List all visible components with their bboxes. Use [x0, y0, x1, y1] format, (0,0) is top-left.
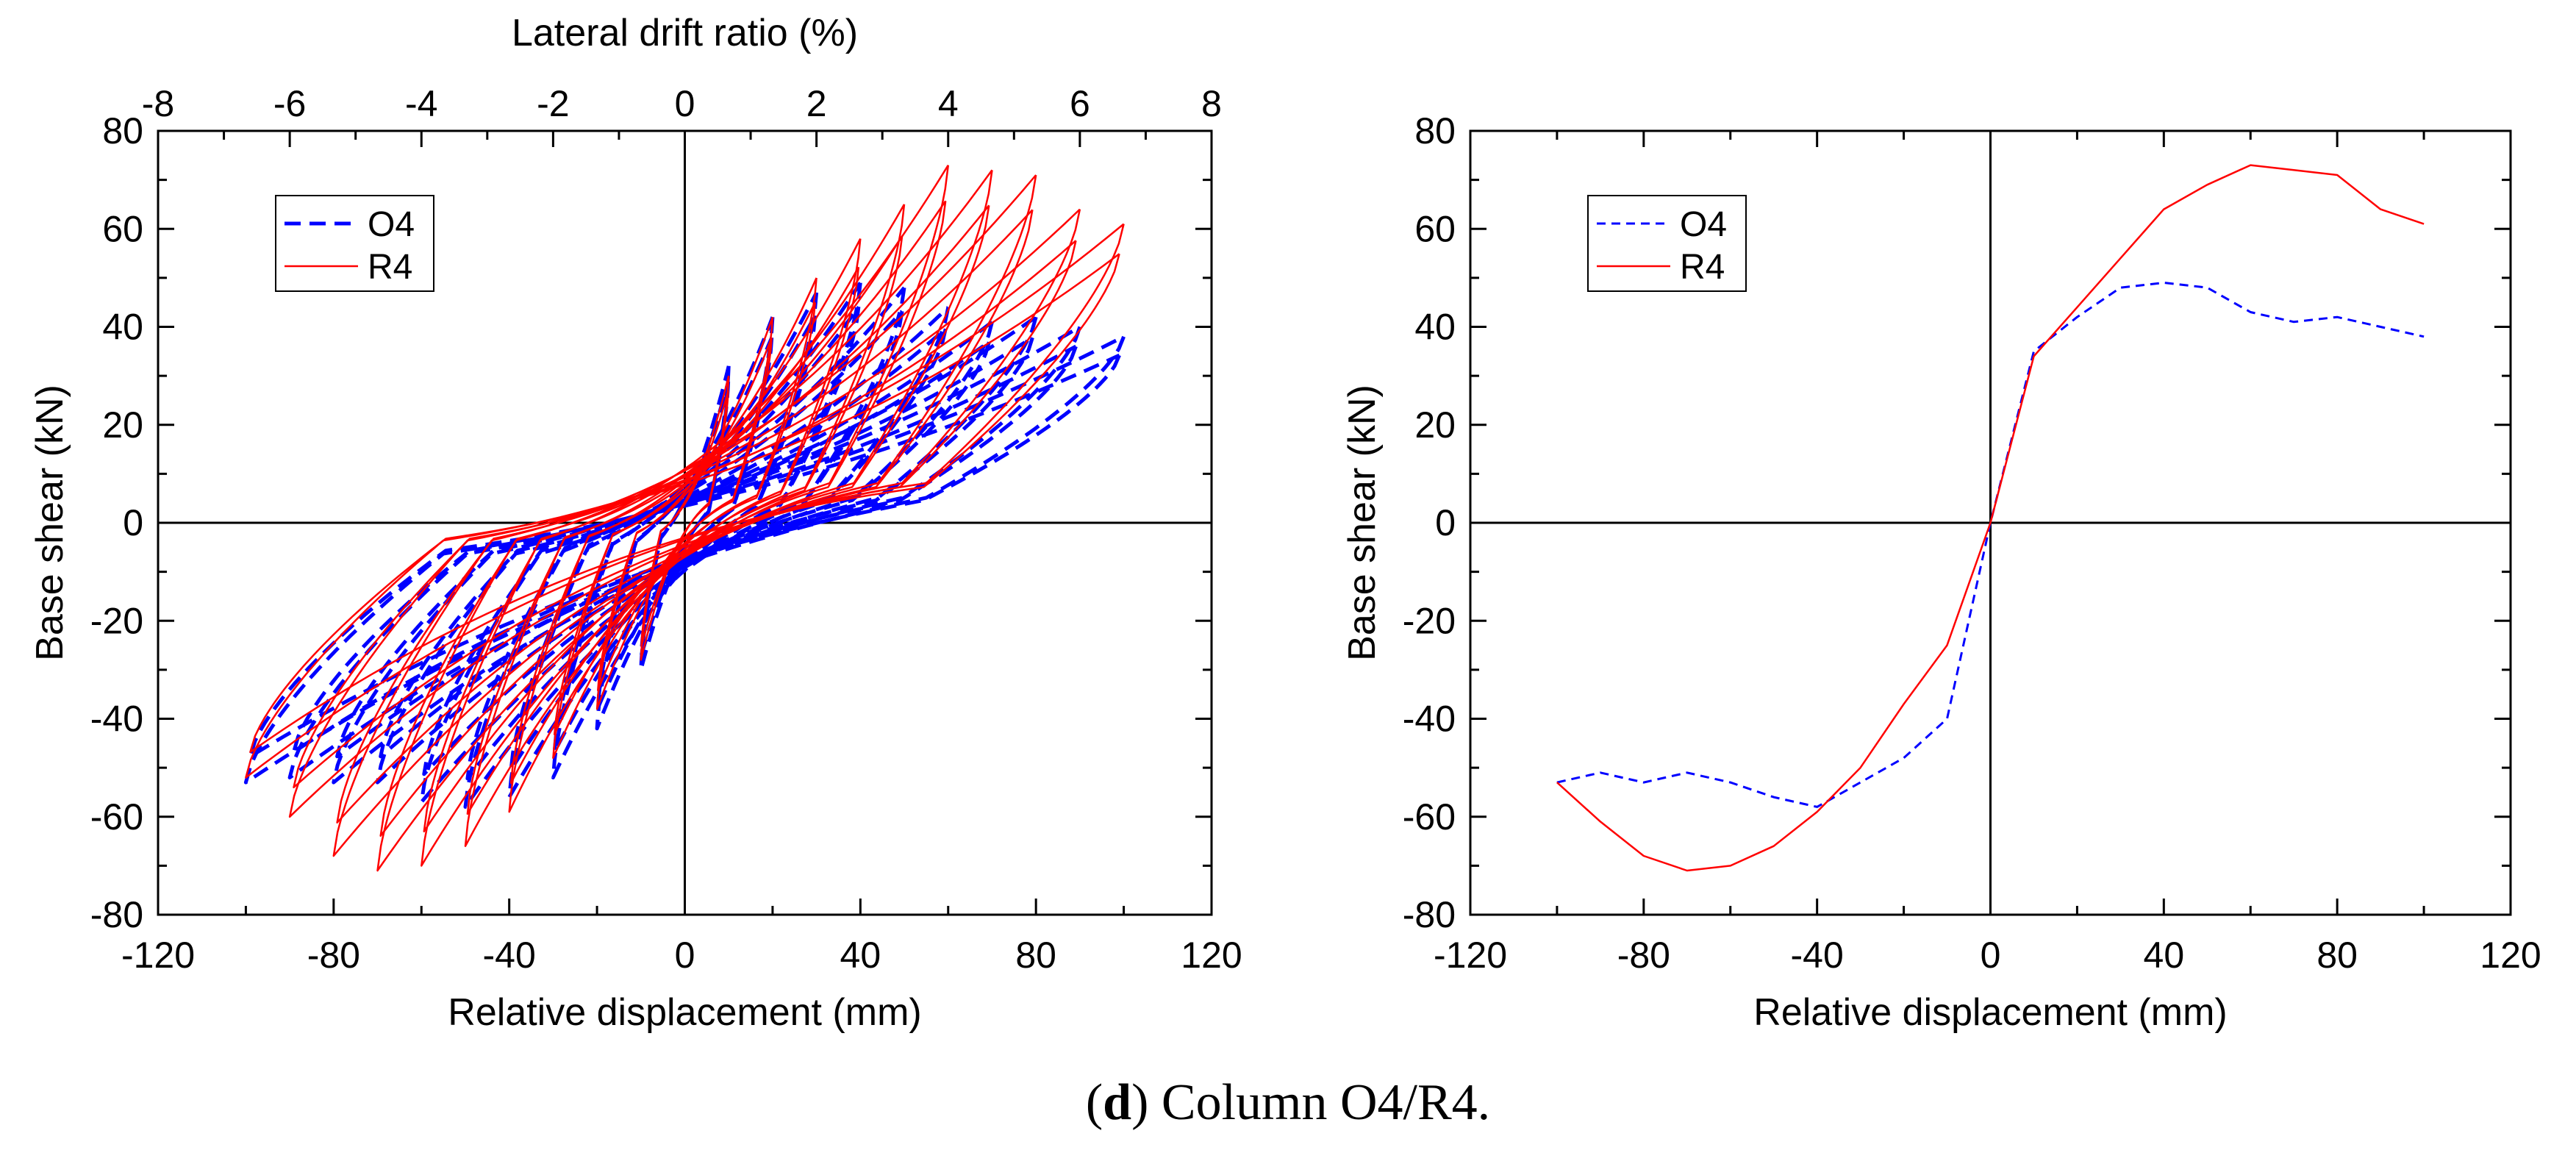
series-r4: [1556, 164, 2425, 872]
x-tick-label: -40: [483, 935, 536, 976]
hysteresis-loop: [465, 310, 904, 781]
legend-label-o4: O4: [1680, 205, 1727, 244]
y-tick-label: 0: [123, 502, 143, 543]
series-line-r4: [1556, 164, 2425, 872]
x-tick-label: -40: [1791, 935, 1844, 976]
x-tick-label: 40: [2144, 935, 2185, 976]
x-tick-label: 120: [2480, 935, 2541, 976]
x2-tick-label: 6: [1070, 83, 1090, 124]
series-r4: [245, 164, 1125, 872]
y-axis-title: Base shear (kN): [1341, 385, 1384, 661]
hysteresis-loop: [640, 390, 729, 648]
x-axis-title: Relative displacement (mm): [448, 991, 921, 1034]
hysteresis-loop: [597, 337, 773, 692]
legend-label-o4: O4: [368, 205, 415, 244]
y-tick-label: -20: [1403, 600, 1456, 641]
y-tick-label: -60: [90, 796, 143, 838]
x2-tick-label: -6: [273, 83, 306, 124]
x2-tick-label: -2: [537, 83, 569, 124]
x2-tick-label: 0: [675, 83, 695, 124]
figure-caption: (d) Column O4/R4.: [1085, 1074, 1491, 1131]
y-tick-label: 60: [102, 208, 143, 249]
chart-envelope: -120 -80 -40 0 40 80 120-80-60-40-20020406080R…: [1341, 110, 2541, 1034]
x2-tick-label: -4: [405, 83, 437, 124]
y-tick-label: -60: [1403, 796, 1456, 838]
series-line-o4: [1556, 282, 2425, 808]
series-o4: [1556, 282, 2425, 808]
x-tick-label: 0: [675, 935, 695, 976]
x2-tick-label: -8: [142, 83, 174, 124]
hysteresis-loop: [293, 240, 1077, 789]
hysteresis-loop: [379, 340, 991, 759]
y-tick-label: -40: [90, 699, 143, 740]
caption-text: ) Column O4/R4.: [1131, 1074, 1491, 1131]
x-axis-title: Relative displacement (mm): [1753, 991, 2227, 1034]
hysteresis-loop: [332, 174, 1037, 857]
x-tick-label: 80: [2316, 935, 2358, 976]
hysteresis-loop: [376, 320, 994, 785]
y-tick-label: 40: [1414, 307, 1456, 348]
caption-letter: d: [1103, 1074, 1132, 1131]
x2-axis-title: Lateral drift ratio (%): [512, 12, 858, 54]
x-tick-label: 40: [840, 935, 881, 976]
x-tick-label: 80: [1015, 935, 1056, 976]
y-tick-label: -40: [1403, 699, 1456, 740]
y-tick-label: 60: [1414, 208, 1456, 249]
hysteresis-loop: [553, 301, 817, 736]
y-tick-label: -20: [90, 600, 143, 641]
x-tick-label: 120: [1181, 935, 1242, 976]
hysteresis-loop: [245, 223, 1125, 779]
x2-tick-label: 8: [1201, 83, 1222, 124]
y-tick-label: 80: [102, 110, 143, 151]
y-tick-label: 20: [1414, 404, 1456, 446]
y-tick-label: 0: [1435, 502, 1456, 543]
y-tick-label: -80: [90, 894, 143, 935]
y-axis-title: Base shear (kN): [29, 385, 71, 661]
y-tick-label: 80: [1414, 110, 1456, 151]
x2-tick-label: 2: [806, 83, 827, 124]
legend-label-r4: R4: [368, 248, 412, 287]
y-tick-label: 20: [102, 404, 143, 446]
x-tick-label: -80: [307, 935, 360, 976]
legend-box: [275, 195, 434, 292]
chart-hysteresis: -120 -80 -40 0 40 80 120-80-60-40-20020406080-…: [29, 12, 1242, 1034]
hysteresis-loop: [249, 253, 1120, 754]
legend-box: [1587, 195, 1747, 292]
hysteresis-loop: [595, 316, 774, 710]
y-tick-label: 40: [102, 307, 143, 348]
x-tick-label: -80: [1617, 935, 1670, 976]
y-tick-label: -80: [1403, 894, 1456, 935]
hysteresis-loop: [288, 208, 1081, 818]
x2-tick-label: 4: [938, 83, 959, 124]
x-tick-label: 0: [1981, 935, 2001, 976]
x-tick-label: -120: [1434, 935, 1507, 976]
legend-label-r4: R4: [1680, 248, 1725, 287]
x-tick-label: -120: [121, 935, 195, 976]
